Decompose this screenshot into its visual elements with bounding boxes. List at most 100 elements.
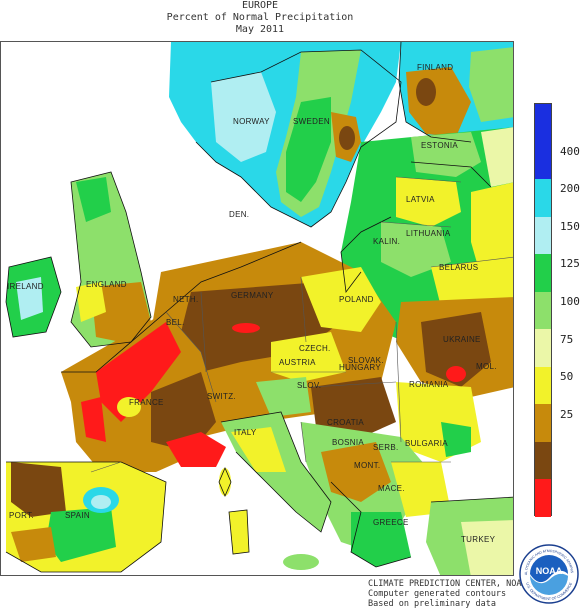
region-corsica <box>219 468 231 496</box>
label-germany: GERMANY <box>231 291 274 300</box>
region-sweden-verydry <box>339 126 355 150</box>
legend-band <box>535 329 551 368</box>
label-latvia: LATVIA <box>406 195 435 204</box>
precipitation-map: FINLAND NORWAY SWEDEN ESTONIA LATVIA DEN… <box>0 41 514 576</box>
label-austria: AUSTRIA <box>279 358 316 367</box>
legend-band <box>535 404 551 443</box>
region-ireland-pale <box>16 277 43 320</box>
region-britain-yellow <box>76 282 106 322</box>
region-balkans-dry <box>321 442 391 502</box>
legend-tick-label: 100 <box>560 294 580 308</box>
legend-band <box>535 441 551 480</box>
legend-tick-label: 25 <box>560 407 574 421</box>
label-hungary: HUNGARY <box>339 363 381 372</box>
legend-band <box>535 291 551 330</box>
region-russia-lightgreen <box>481 127 513 187</box>
legend-tick-label: 200 <box>560 182 580 196</box>
label-bosnia: BOSNIA <box>332 438 364 447</box>
label-ireland: IRELAND <box>7 282 44 291</box>
label-czech: CZECH. <box>299 344 331 353</box>
region-austria-green <box>256 377 311 417</box>
region-estonia <box>411 132 481 177</box>
credit-org: CLIMATE PREDICTION CENTER, NOAA <box>368 579 527 589</box>
label-italy: ITALY <box>234 428 257 437</box>
region-france-yellow <box>117 397 141 417</box>
credit-method: Computer generated contours <box>368 589 507 599</box>
region-france-red-south <box>81 397 106 442</box>
region-scotland-green <box>76 177 111 222</box>
label-switz: SWITZ. <box>207 392 236 401</box>
region-ukraine-red <box>446 366 466 382</box>
region-finland-verydry <box>416 78 436 106</box>
credit-data-note: Based on preliminary data <box>368 599 496 609</box>
title-period: May 2011 <box>235 24 285 35</box>
label-ukraine: UKRAINE <box>443 335 481 344</box>
label-finland: FINLAND <box>417 63 453 72</box>
region-lithuania <box>381 222 451 277</box>
label-france: FRANCE <box>129 398 164 407</box>
legend-band <box>535 366 551 405</box>
region-iberia-green <box>46 507 116 562</box>
legend-tick-label: 125 <box>560 257 580 271</box>
region-romania-green <box>441 422 471 457</box>
region-ukraine-east-yellow <box>471 182 513 277</box>
label-kalin: KALIN. <box>373 237 400 246</box>
label-greece: GREECE <box>373 518 409 527</box>
region-italy-yellow <box>231 427 286 472</box>
country-borders <box>90 176 513 473</box>
legend-tick-label: 75 <box>560 332 574 346</box>
region-italy-red <box>166 432 226 467</box>
legend-band <box>535 216 551 255</box>
region-latvia-yellow <box>396 177 461 227</box>
region-greece-green <box>351 512 411 567</box>
legend-band <box>535 479 551 518</box>
label-mol: MOL. <box>476 362 497 371</box>
legend-band <box>535 141 551 180</box>
region-turkey-yellow <box>461 520 513 575</box>
region-hungary-dry <box>311 377 396 442</box>
region-sweden-green <box>286 97 331 202</box>
label-england: ENGLAND <box>86 280 127 289</box>
label-spain: SPAIN <box>65 511 90 520</box>
label-neth: NETH. <box>173 295 199 304</box>
region-iberia-dry <box>11 462 66 517</box>
title-region: EUROPE <box>241 0 279 11</box>
label-slov: SLOV. <box>297 381 321 390</box>
label-den: DEN. <box>229 210 249 219</box>
region-poland <box>301 267 381 332</box>
region-france-red <box>96 322 181 422</box>
label-turkey: TURKEY <box>461 535 496 544</box>
region-ukraine-verydry <box>421 312 491 387</box>
label-belarus: BELARUS <box>439 263 478 272</box>
label-poland: POLAND <box>339 295 374 304</box>
label-mont: MONT. <box>354 461 380 470</box>
label-lithuania: LITHUANIA <box>406 229 451 238</box>
label-port: PORT. <box>9 511 34 520</box>
label-bel: BEL. <box>166 318 185 327</box>
noaa-logo: NOAA NATIONAL OCEANIC AND ATMOSPHERIC AD… <box>519 544 579 604</box>
map-title-block: EUROPE Percent of Normal Precipitation M… <box>0 0 520 40</box>
noaa-logo-text: NOAA <box>536 566 563 576</box>
region-iberia-south-dry <box>11 527 56 562</box>
label-mace: MACE. <box>378 484 405 493</box>
region-iberia-pale <box>91 495 111 509</box>
legend-band <box>535 179 551 218</box>
legend-tick-label: 50 <box>560 370 574 384</box>
region-norway-pale <box>211 72 276 162</box>
label-croatia: CROATIA <box>327 418 364 427</box>
legend-tick-label: 400 <box>560 144 580 158</box>
legend-band <box>535 104 551 143</box>
region-britain-dry <box>91 282 151 342</box>
color-legend <box>534 103 552 518</box>
label-norway: NORWAY <box>233 117 270 126</box>
legend-tick-label: 150 <box>560 219 580 233</box>
label-bulgaria: BULGARIA <box>405 439 448 448</box>
region-finland-green <box>469 47 513 122</box>
credit-text: CLIMATE PREDICTION CENTER, NOAA Computer… <box>368 579 527 609</box>
region-germany-red <box>232 323 260 333</box>
label-estonia: ESTONIA <box>421 141 458 150</box>
label-romania: ROMANIA <box>409 380 449 389</box>
region-sardinia <box>229 510 249 554</box>
label-sweden: SWEDEN <box>293 117 330 126</box>
region-sicily <box>283 554 319 570</box>
